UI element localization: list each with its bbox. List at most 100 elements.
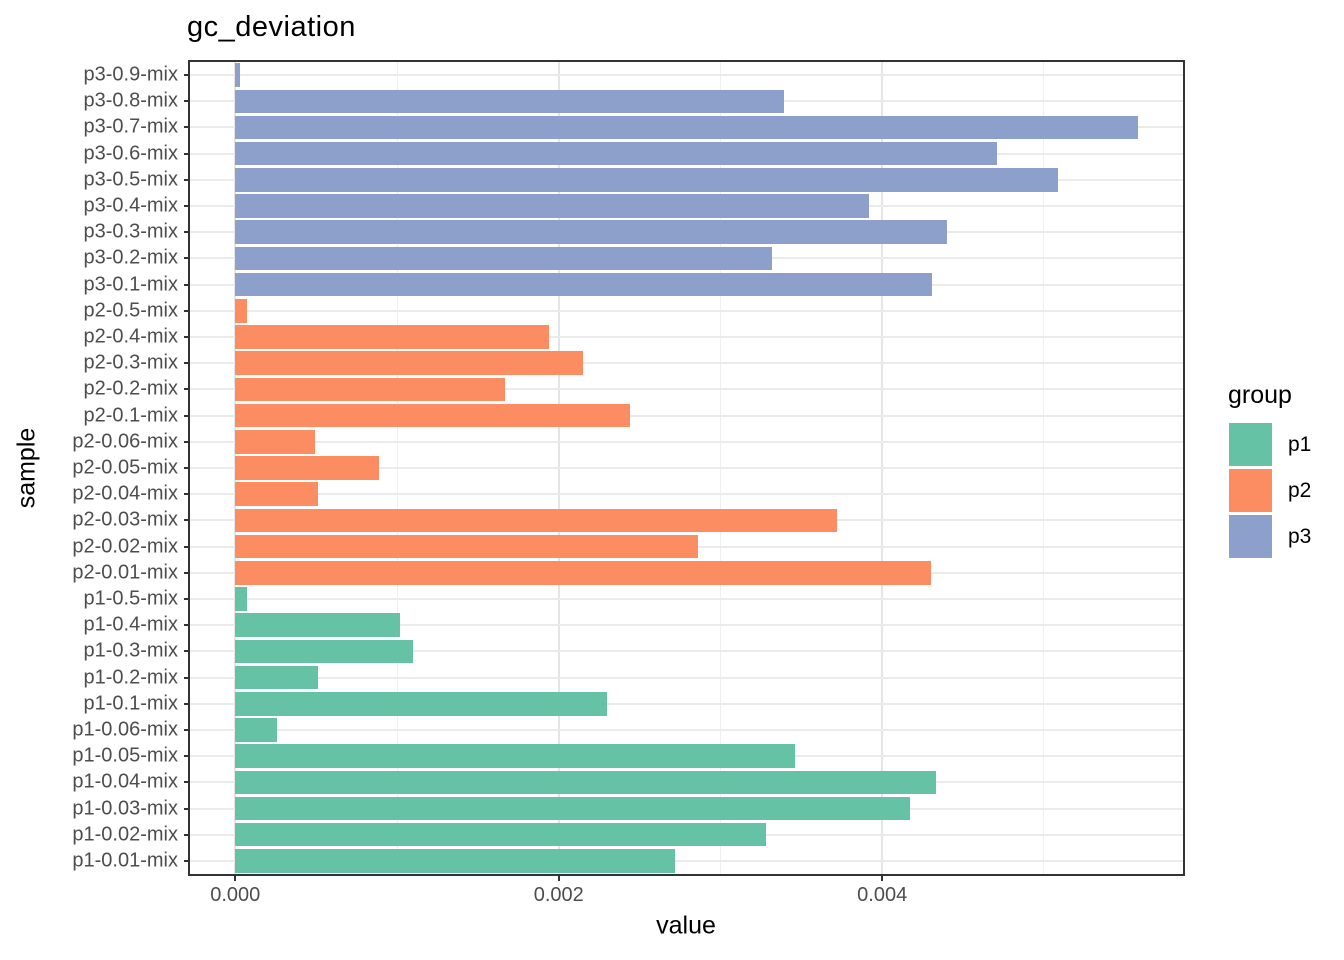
y-tick-label: p2-0.1-mix: [83, 404, 178, 427]
legend-items: p1 p2 p3: [1228, 422, 1344, 560]
y-tick-mark: [184, 414, 190, 417]
bar-p2-0.3-mix: [235, 351, 583, 375]
gridline-horizontal: [190, 414, 1183, 417]
x-axis-title: value: [656, 911, 716, 940]
y-tick-mark: [184, 231, 190, 234]
y-tick-label: p1-0.02-mix: [72, 823, 178, 846]
x-tick-label: 0.002: [533, 884, 584, 906]
legend-key-p1: [1229, 423, 1272, 466]
gridline-horizontal: [190, 388, 1183, 391]
bar-p1-0.05-mix: [235, 744, 795, 768]
y-tick-mark: [184, 545, 190, 548]
y-tick-label: p1-0.06-mix: [72, 718, 178, 741]
bar-p2-0.2-mix: [235, 377, 506, 402]
legend-key-p2: [1229, 469, 1272, 512]
y-tick-label: p3-0.5-mix: [83, 168, 178, 191]
y-tick-label: p3-0.9-mix: [83, 63, 178, 86]
x-tick-mark: [881, 875, 884, 881]
y-tick-mark: [184, 178, 190, 181]
bar-p2-0.02-mix: [235, 534, 698, 559]
y-tick-mark: [184, 807, 190, 810]
y-tick-label: p1-0.03-mix: [72, 797, 178, 820]
bar-p1-0.4-mix: [235, 613, 401, 637]
gridline-horizontal: [190, 309, 1183, 312]
y-tick-mark: [184, 309, 190, 312]
bar-p1-0.06-mix: [235, 718, 278, 742]
y-tick-label: p2-0.02-mix: [72, 535, 178, 558]
y-tick-mark: [184, 519, 190, 522]
bar-p2-0.1-mix: [235, 403, 630, 428]
y-tick-label: p2-0.01-mix: [72, 561, 178, 584]
bar-p1-0.1-mix: [235, 691, 608, 716]
gridline-horizontal: [190, 702, 1183, 705]
gridline-horizontal: [190, 467, 1183, 469]
y-tick-mark: [184, 493, 190, 496]
bar-p3-0.2-mix: [235, 246, 773, 271]
y-tick-label: p1-0.05-mix: [72, 744, 178, 767]
y-tick-label: p1-0.3-mix: [83, 639, 178, 662]
gridline-horizontal: [190, 336, 1183, 339]
bar-p3-0.7-mix: [235, 115, 1138, 140]
y-tick-mark: [184, 388, 190, 391]
gridline-horizontal: [190, 859, 1183, 862]
y-tick-label: p2-0.4-mix: [83, 325, 178, 348]
y-tick-mark: [184, 362, 190, 365]
y-tick-mark: [184, 859, 190, 862]
x-tick-mark: [557, 875, 560, 881]
y-tick-mark: [184, 257, 190, 260]
bar-p2-0.06-mix: [235, 430, 315, 454]
legend-label: p2: [1288, 479, 1312, 502]
bar-p3-0.4-mix: [235, 194, 870, 218]
y-tick-mark: [184, 467, 190, 469]
gridline-horizontal: [190, 624, 1183, 627]
legend-item-p2: p2: [1228, 468, 1344, 514]
bar-p2-0.4-mix: [235, 325, 550, 349]
y-tick-mark: [184, 283, 190, 286]
y-tick-label: p2-0.06-mix: [72, 430, 178, 453]
bar-p1-0.5-mix: [235, 587, 247, 611]
legend: group p1 p2 p3: [1228, 381, 1344, 560]
bar-p1-0.3-mix: [235, 639, 414, 664]
bar-p2-0.01-mix: [235, 560, 931, 585]
y-tick-label: p3-0.2-mix: [83, 246, 178, 269]
x-tick-label: 0.000: [210, 884, 261, 906]
y-tick-mark: [184, 781, 190, 784]
y-tick-label: p3-0.3-mix: [83, 220, 178, 243]
gridline-horizontal: [190, 362, 1183, 365]
y-tick-label: p2-0.03-mix: [72, 508, 178, 531]
y-tick-label: p2-0.3-mix: [83, 351, 178, 374]
y-tick-mark: [184, 597, 190, 600]
y-tick-label: p2-0.2-mix: [83, 377, 178, 400]
y-tick-mark: [184, 728, 190, 731]
legend-title: group: [1228, 381, 1292, 409]
bar-p2-0.03-mix: [235, 508, 837, 533]
y-tick-mark: [184, 571, 190, 574]
y-tick-mark: [184, 440, 190, 443]
chart-title: gc_deviation: [187, 11, 356, 43]
y-tick-mark: [184, 755, 190, 758]
gridline-horizontal: [190, 74, 1183, 77]
bar-p2-0.5-mix: [235, 299, 247, 323]
y-tick-label: p3-0.8-mix: [83, 89, 178, 112]
y-tick-label: p2-0.04-mix: [72, 482, 178, 505]
bar-p1-0.03-mix: [235, 796, 910, 821]
gridline-horizontal: [190, 650, 1183, 653]
bar-p3-0.1-mix: [235, 272, 933, 297]
bar-p1-0.2-mix: [235, 665, 318, 690]
plot-panel: [190, 62, 1183, 874]
y-tick-label: p1-0.5-mix: [83, 587, 178, 610]
bar-p3-0.9-mix: [235, 63, 241, 87]
y-tick-label: p2-0.5-mix: [83, 299, 178, 322]
gridline-horizontal: [190, 728, 1183, 731]
x-tick-mark: [234, 875, 237, 881]
y-tick-mark: [184, 205, 190, 208]
y-tick-mark: [184, 336, 190, 339]
y-tick-label: p3-0.4-mix: [83, 194, 178, 217]
bar-p2-0.04-mix: [235, 482, 318, 506]
y-tick-label: p1-0.04-mix: [72, 770, 178, 793]
bar-p3-0.8-mix: [235, 89, 784, 114]
bar-p1-0.01-mix: [235, 849, 676, 873]
y-tick-label: p1-0.2-mix: [83, 666, 178, 689]
y-tick-mark: [184, 676, 190, 679]
